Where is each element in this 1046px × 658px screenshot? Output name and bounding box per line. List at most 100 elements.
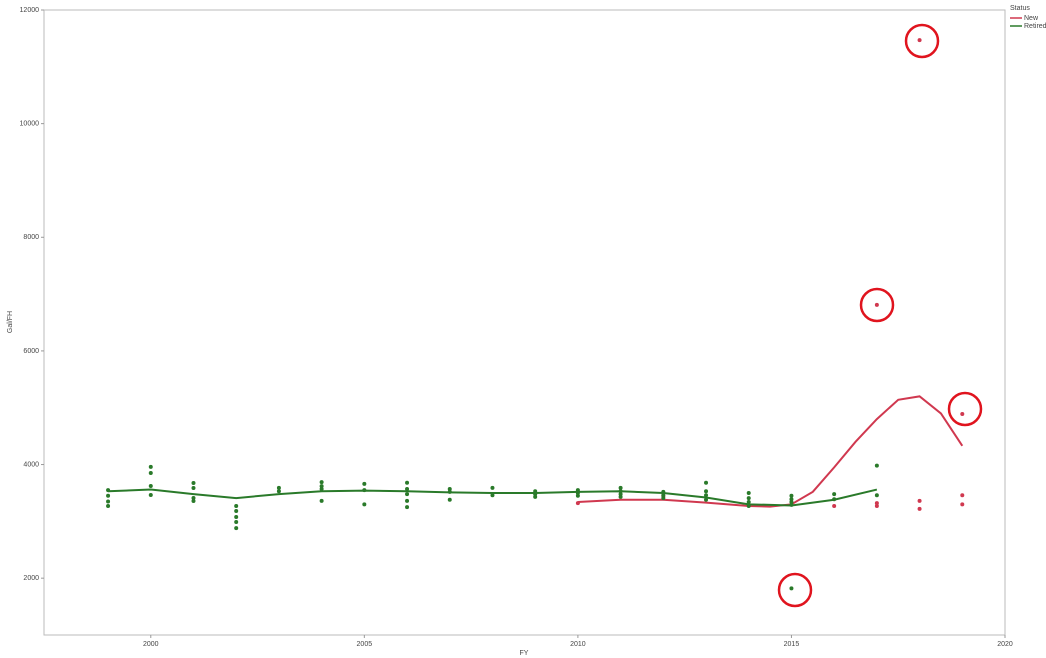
point bbox=[234, 509, 239, 514]
point bbox=[191, 486, 196, 491]
point bbox=[106, 493, 111, 498]
point bbox=[533, 492, 538, 497]
point bbox=[191, 480, 196, 485]
point bbox=[746, 500, 751, 505]
point bbox=[832, 504, 837, 509]
highlight-circles bbox=[777, 23, 983, 608]
x-tick-label: 2010 bbox=[570, 641, 586, 648]
y-tick-label: 2000 bbox=[23, 575, 39, 582]
point bbox=[874, 501, 879, 506]
point bbox=[917, 498, 922, 503]
point bbox=[960, 493, 965, 498]
point bbox=[575, 490, 580, 495]
highlight-circle bbox=[777, 572, 813, 608]
point bbox=[234, 515, 239, 520]
point bbox=[106, 499, 111, 504]
point bbox=[276, 485, 281, 490]
point bbox=[148, 493, 153, 497]
point bbox=[191, 496, 196, 501]
point bbox=[490, 493, 495, 498]
point bbox=[447, 486, 452, 491]
y-axis-label: Gal/FH bbox=[7, 311, 14, 333]
smooth-line bbox=[108, 488, 878, 507]
point bbox=[704, 497, 709, 502]
legend-label: New bbox=[1024, 15, 1039, 22]
point bbox=[874, 493, 879, 498]
point bbox=[447, 489, 452, 494]
point bbox=[319, 480, 324, 485]
point bbox=[746, 496, 751, 501]
x-tick-label: 2015 bbox=[784, 641, 800, 648]
point bbox=[447, 497, 452, 502]
point bbox=[874, 302, 879, 307]
point bbox=[106, 488, 111, 493]
y-tick-label: 12000 bbox=[20, 7, 40, 14]
point bbox=[789, 586, 794, 591]
point bbox=[234, 504, 239, 509]
smooth-line bbox=[577, 395, 964, 508]
point bbox=[832, 497, 837, 502]
point bbox=[319, 498, 324, 503]
point bbox=[917, 38, 922, 43]
point bbox=[490, 485, 495, 490]
point bbox=[362, 488, 367, 493]
point bbox=[960, 502, 965, 507]
point bbox=[789, 493, 794, 498]
point bbox=[789, 497, 794, 502]
point bbox=[405, 505, 410, 510]
point bbox=[405, 486, 410, 491]
point bbox=[191, 499, 196, 504]
point bbox=[234, 526, 239, 531]
point bbox=[704, 493, 709, 498]
marks bbox=[106, 38, 965, 591]
point bbox=[276, 489, 281, 494]
point bbox=[874, 463, 879, 468]
point bbox=[704, 480, 709, 485]
point bbox=[618, 492, 623, 497]
point bbox=[148, 483, 153, 488]
point bbox=[319, 486, 324, 491]
point bbox=[362, 502, 367, 507]
point bbox=[789, 500, 794, 505]
x-tick-label: 2020 bbox=[997, 641, 1013, 648]
point bbox=[618, 494, 623, 499]
point bbox=[746, 490, 751, 495]
y-tick-label: 8000 bbox=[23, 234, 39, 241]
legend-label: Retired bbox=[1024, 23, 1046, 30]
highlight-circle bbox=[947, 391, 983, 427]
x-axis-label: FY bbox=[520, 650, 529, 657]
point bbox=[618, 489, 623, 494]
x-tick-label: 2000 bbox=[143, 641, 159, 648]
point bbox=[106, 504, 111, 509]
point bbox=[405, 498, 410, 503]
point bbox=[533, 489, 538, 494]
y-tick-label: 10000 bbox=[20, 120, 40, 127]
point bbox=[661, 489, 666, 494]
point bbox=[960, 411, 965, 416]
point bbox=[746, 504, 751, 509]
point bbox=[148, 464, 153, 469]
point bbox=[789, 502, 794, 507]
x-tick-label: 2005 bbox=[357, 641, 373, 648]
point bbox=[405, 480, 410, 485]
point bbox=[661, 496, 666, 501]
point bbox=[832, 492, 837, 497]
point bbox=[405, 492, 410, 497]
point bbox=[234, 520, 239, 525]
point bbox=[661, 493, 666, 498]
point bbox=[148, 470, 153, 475]
point bbox=[575, 501, 580, 506]
point bbox=[575, 488, 580, 493]
point bbox=[618, 485, 623, 490]
point bbox=[874, 504, 879, 509]
highlight-circle bbox=[904, 23, 940, 59]
point bbox=[533, 494, 538, 499]
y-tick-label: 4000 bbox=[23, 461, 39, 468]
point bbox=[362, 481, 367, 486]
legend-title: Status bbox=[1010, 5, 1030, 12]
point bbox=[319, 484, 324, 489]
point bbox=[917, 506, 922, 511]
highlight-circle bbox=[859, 287, 895, 323]
plot-frame bbox=[43, 9, 1006, 636]
